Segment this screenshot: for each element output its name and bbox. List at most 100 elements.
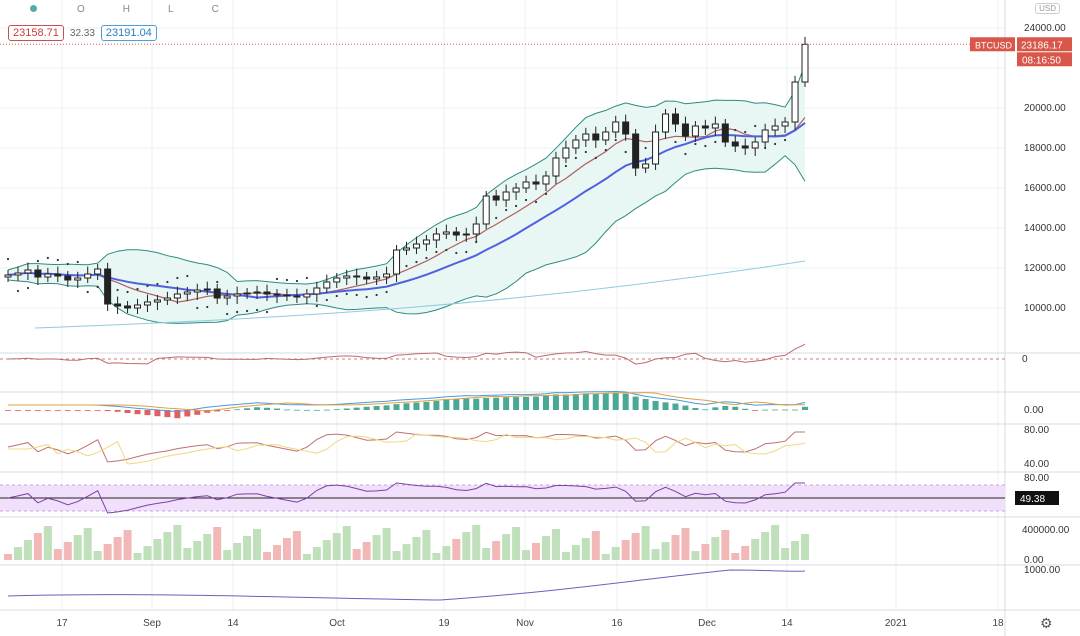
- candle: [582, 133, 590, 141]
- volume-bar: [103, 544, 112, 560]
- macd-histogram-bar: [44, 410, 51, 411]
- volume-bar: [482, 548, 491, 560]
- countdown-tag: [1017, 52, 1072, 67]
- sar-dot: [684, 152, 687, 156]
- volume-bar: [163, 532, 172, 560]
- symbol-tag: [970, 37, 1015, 52]
- price-tick-label: 20000.00: [1024, 103, 1066, 114]
- sar-dot: [514, 204, 518, 208]
- sar-dot: [46, 256, 49, 260]
- macd-histogram-bar: [54, 410, 61, 411]
- macd-histogram-bar: [104, 410, 111, 412]
- candle: [412, 243, 420, 249]
- candle: [731, 141, 739, 147]
- indicator-values: 23158.71 32.33 23191.04: [8, 25, 157, 41]
- value-box-left[interactable]: 23158.71: [8, 25, 64, 41]
- candle: [711, 123, 719, 129]
- volume-bar: [362, 542, 371, 560]
- rsi-line: [7, 482, 805, 514]
- volume-bar: [452, 539, 461, 560]
- macd-histogram-bar: [483, 398, 490, 410]
- price-tick-label: 12000.00: [1024, 263, 1066, 274]
- macd-histogram-bar: [373, 406, 380, 410]
- pane6-label: 1000.00: [1024, 565, 1061, 576]
- candle: [801, 43, 809, 83]
- value-box-right[interactable]: 23191.04: [100, 25, 157, 41]
- macd-histogram-bar: [124, 410, 131, 414]
- macd-histogram-bar: [114, 410, 121, 412]
- sar-dot: [345, 292, 348, 296]
- candle: [472, 223, 480, 235]
- macd-histogram-bar: [64, 410, 71, 411]
- volume-bar: [113, 537, 122, 560]
- volume-bar: [751, 539, 760, 560]
- volume-bar: [143, 546, 152, 560]
- macd-histogram-bar: [323, 409, 330, 411]
- macd-histogram-bar: [552, 394, 559, 410]
- candle: [94, 268, 102, 275]
- volume-bar: [551, 529, 560, 560]
- candle: [771, 125, 779, 131]
- macd-histogram-bar: [612, 393, 619, 410]
- settings-gear-icon[interactable]: ⚙: [1040, 615, 1053, 631]
- volume-bar: [253, 529, 262, 560]
- volume-bar: [422, 530, 431, 560]
- price-tick-label: 16000.00: [1024, 183, 1066, 194]
- volume-bar: [43, 526, 52, 560]
- sar-dot: [196, 306, 199, 310]
- volume-bar: [372, 535, 381, 560]
- macd-histogram-bar: [363, 406, 370, 410]
- sar-dot: [136, 287, 139, 291]
- stoch-d-line: [8, 433, 806, 465]
- volume-bar: [392, 551, 401, 560]
- volume-bar: [332, 533, 341, 560]
- macd-histogram-bar: [74, 410, 81, 411]
- ohlc-close-label: C: [211, 4, 219, 15]
- time-axis-label: 2021: [885, 618, 908, 629]
- volume-bar: [173, 525, 182, 560]
- last-price-tag: [1017, 37, 1072, 52]
- macd-histogram-bar: [144, 410, 151, 416]
- long-ma-line: [34, 260, 806, 329]
- macd-histogram-bar: [562, 394, 569, 410]
- candle: [134, 304, 142, 309]
- pane2-zero-label: 0.00: [1024, 405, 1044, 416]
- macd-histogram-bar: [503, 397, 510, 410]
- volume-bar: [33, 533, 42, 560]
- volume-bar: [183, 548, 192, 560]
- price-tick-label: 18000.00: [1024, 143, 1066, 154]
- sar-dot: [544, 192, 548, 196]
- volume-bar: [771, 525, 780, 560]
- candle: [522, 181, 530, 189]
- candle: [223, 295, 231, 299]
- volume-bar: [502, 534, 511, 560]
- sar-dot: [156, 282, 159, 286]
- sar-dot: [246, 309, 249, 313]
- ohlc-high-label: H: [122, 4, 131, 15]
- countdown-label: 08:16:50: [1022, 55, 1061, 66]
- macd-histogram-bar: [802, 406, 808, 410]
- volume-bar: [661, 542, 670, 560]
- sar-dot: [206, 305, 209, 309]
- candle: [721, 123, 729, 143]
- candle: [4, 274, 12, 278]
- sar-dot: [375, 293, 378, 297]
- volume-bar: [342, 526, 351, 560]
- sar-dot: [744, 130, 747, 134]
- currency-label[interactable]: USD: [1035, 3, 1060, 14]
- volume-bar: [581, 538, 590, 560]
- candle: [143, 301, 151, 306]
- sar-dot: [176, 276, 179, 280]
- candle: [124, 305, 132, 309]
- volume-bar: [442, 546, 451, 560]
- candle: [173, 293, 181, 299]
- macd-histogram-bar: [523, 396, 530, 410]
- volume-bar: [631, 533, 640, 560]
- macd-histogram-bar: [174, 410, 181, 419]
- candle: [313, 287, 321, 295]
- volume-bar: [701, 544, 710, 560]
- macd-histogram-bar: [293, 409, 300, 411]
- ohlc-open-label: O: [77, 4, 85, 15]
